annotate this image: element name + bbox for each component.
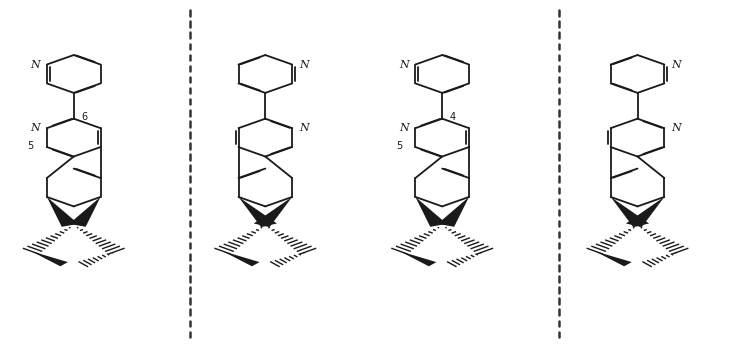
Text: 6: 6 (81, 112, 87, 122)
Text: 5: 5 (396, 141, 402, 151)
Text: 5: 5 (27, 141, 34, 151)
Polygon shape (611, 197, 649, 227)
Polygon shape (254, 197, 292, 227)
Polygon shape (626, 197, 664, 227)
Text: 4: 4 (450, 112, 455, 122)
Polygon shape (31, 251, 68, 266)
Polygon shape (438, 197, 469, 227)
Polygon shape (47, 197, 78, 227)
Text: N: N (671, 60, 681, 69)
Polygon shape (69, 197, 100, 227)
Text: N: N (299, 123, 309, 133)
Polygon shape (399, 251, 436, 266)
Text: N: N (299, 60, 309, 69)
Polygon shape (223, 251, 259, 266)
Polygon shape (595, 251, 632, 266)
Text: N: N (399, 123, 408, 133)
Polygon shape (239, 197, 277, 227)
Text: N: N (30, 123, 40, 133)
Text: N: N (399, 60, 408, 69)
Text: N: N (671, 123, 681, 133)
Polygon shape (416, 197, 447, 227)
Text: N: N (30, 60, 40, 69)
